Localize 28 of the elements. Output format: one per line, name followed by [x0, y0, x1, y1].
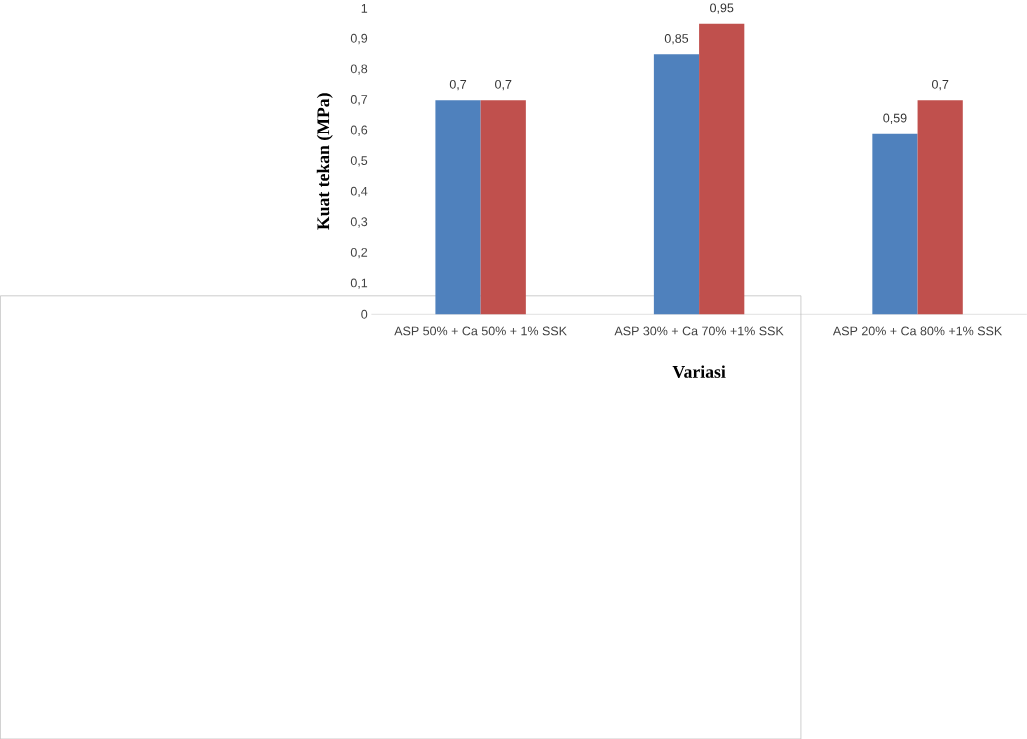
y-tick-label: 0,4	[350, 186, 368, 197]
y-tick-label: 0,9	[350, 33, 368, 44]
x-tick-label: ASP 30% + Ca 70% +1% SSK	[614, 326, 784, 336]
data-label: 0,85	[664, 33, 689, 45]
y-tick-label: 1	[361, 3, 368, 13]
data-label: 0,95	[710, 3, 734, 14]
data-label: 0,59	[883, 113, 907, 124]
y-tick-label: 0,8	[350, 64, 368, 75]
x-tick-label: ASP 20% + Ca 80% +1% SSK	[832, 326, 1003, 336]
y-tick-label: 0,6	[350, 125, 368, 136]
bar	[699, 23, 745, 315]
x-axis-title: Variasi	[672, 365, 726, 378]
x-tick-label: ASP 50% + Ca 50% + 1% SSK	[394, 326, 567, 336]
bar	[435, 99, 481, 315]
data-label: 0,7	[495, 79, 512, 91]
y-axis-title: Kuat tekan (MPa)	[316, 93, 333, 230]
y-tick-label: 0,2	[350, 247, 368, 259]
y-tick-label: 0	[361, 309, 368, 319]
bar	[917, 99, 963, 315]
bar	[872, 133, 918, 315]
y-tick-label: 0,1	[350, 278, 368, 289]
y-tick-label: 0,7	[350, 94, 368, 106]
bar	[480, 99, 526, 315]
bar	[653, 54, 700, 315]
y-tick-label: 0,3	[350, 217, 368, 228]
data-label: 0,7	[931, 79, 949, 91]
y-tick-label: 0,5	[350, 155, 368, 167]
data-label: 0,7	[449, 79, 467, 91]
